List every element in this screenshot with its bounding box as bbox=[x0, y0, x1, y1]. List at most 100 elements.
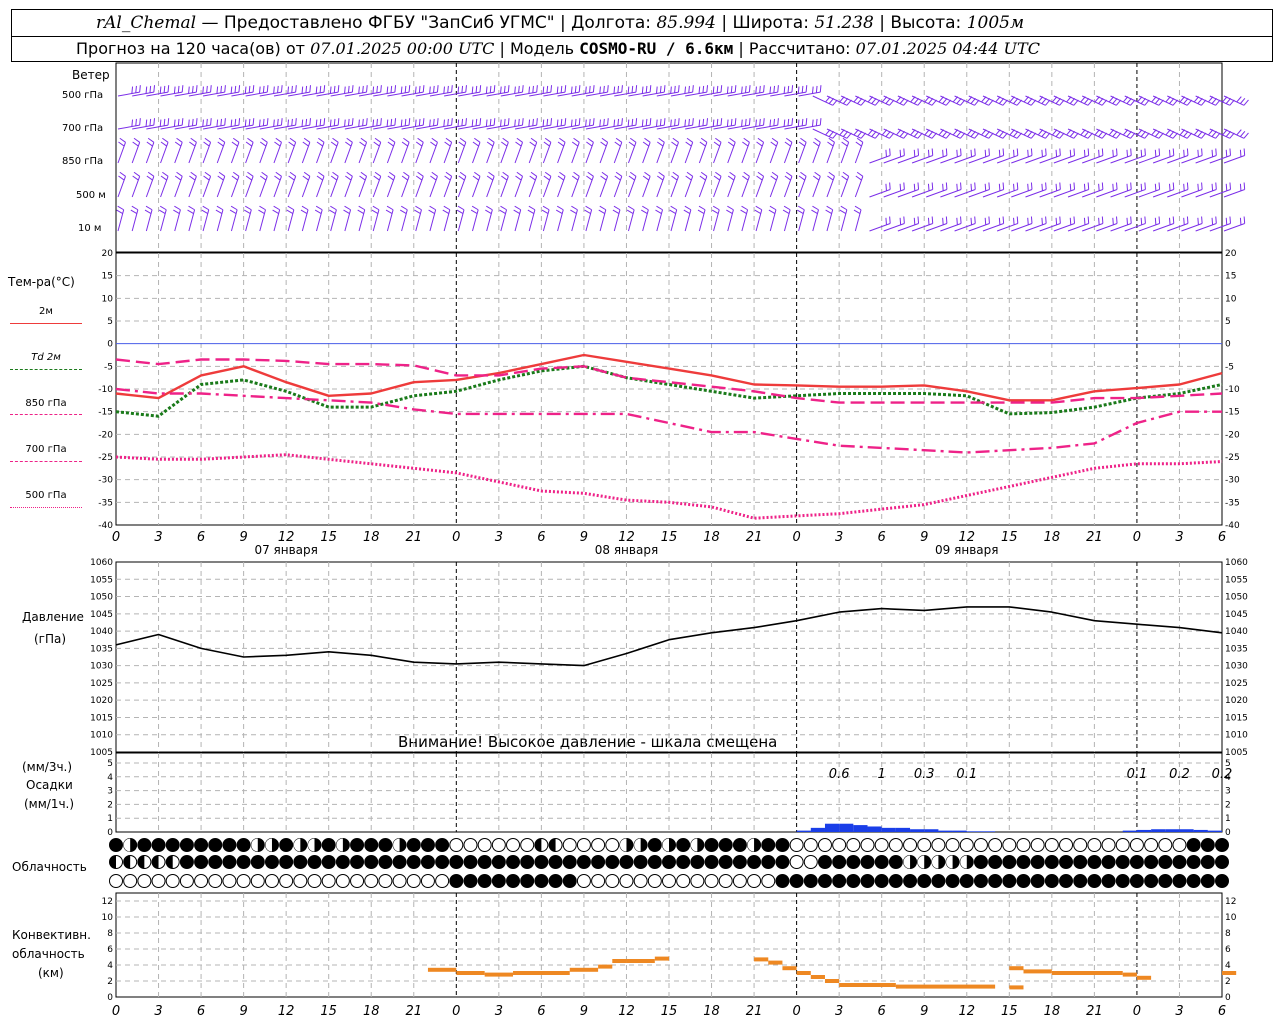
wind-barb-feather bbox=[203, 175, 210, 181]
cloud-circle bbox=[591, 838, 606, 852]
wind-barb-feather bbox=[408, 85, 411, 93]
wind-barb bbox=[528, 137, 538, 164]
wind-barb-feather bbox=[514, 119, 516, 127]
conv-segment bbox=[569, 967, 599, 972]
wind-barb-staff bbox=[854, 142, 864, 164]
cloud-circle bbox=[165, 838, 180, 852]
conv-segment bbox=[839, 983, 896, 987]
wind-barb bbox=[500, 137, 509, 164]
cloud-circle bbox=[335, 855, 350, 869]
wind-barb-feather bbox=[759, 118, 761, 126]
wind-barb bbox=[1167, 216, 1189, 232]
bottom-time-hour-label: 0 bbox=[1133, 1004, 1141, 1019]
wind-barb bbox=[1011, 182, 1033, 198]
wind-barb-feather bbox=[528, 205, 536, 211]
cloud-symbol bbox=[250, 838, 265, 852]
cloud-symbol bbox=[222, 838, 237, 852]
cloud-circle bbox=[435, 874, 450, 888]
wind-barb bbox=[486, 137, 495, 164]
cloud-circle bbox=[548, 855, 563, 869]
wind-barb-feather bbox=[699, 141, 706, 147]
alt-label: Высота: bbox=[890, 13, 962, 33]
cloud-circle bbox=[988, 838, 1003, 852]
cloud-symbol bbox=[775, 838, 790, 852]
wind-barb-staff bbox=[613, 142, 623, 164]
wind-barb-feather bbox=[913, 183, 916, 191]
cloud-symbol bbox=[591, 855, 606, 869]
wind-barb-staff bbox=[528, 176, 538, 198]
wind-barb-feather bbox=[401, 175, 409, 181]
pressure-tick-right: 1005 bbox=[1225, 748, 1248, 758]
bottom-time-hour-label: 3 bbox=[495, 1004, 503, 1019]
wind-barb-feather bbox=[224, 85, 226, 93]
cloud-symbol bbox=[534, 838, 549, 852]
wind-barb-feather bbox=[1243, 132, 1249, 139]
wind-barb-feather bbox=[302, 141, 309, 147]
wind-barb-feather bbox=[459, 171, 467, 177]
wind-barb-feather bbox=[544, 171, 552, 177]
wind-barb bbox=[132, 85, 156, 97]
precip-bar bbox=[1193, 829, 1208, 832]
wind-barb bbox=[812, 95, 838, 106]
cloud-symbol bbox=[888, 855, 903, 869]
cloud-symbol bbox=[1101, 874, 1116, 888]
wind-barb bbox=[1082, 182, 1104, 198]
wind-barb-feather bbox=[1016, 182, 1019, 190]
wind-barb-feather bbox=[153, 85, 156, 93]
wind-barb-feather bbox=[641, 209, 648, 215]
wind-barb-feather bbox=[390, 118, 393, 126]
wind-barb-feather bbox=[727, 175, 735, 181]
wind-barb-feather bbox=[272, 209, 279, 215]
wind-barb-feather bbox=[287, 205, 295, 211]
wind-barb bbox=[472, 118, 496, 130]
wind-barb-feather bbox=[132, 141, 139, 147]
precip-bar bbox=[938, 830, 953, 832]
cloud-symbol bbox=[1115, 855, 1130, 869]
wind-barb bbox=[1096, 148, 1118, 164]
wind-barb bbox=[358, 85, 382, 97]
wind-barb-feather bbox=[210, 85, 212, 93]
cloud-symbol bbox=[732, 838, 747, 852]
wind-barb-feather bbox=[744, 85, 747, 93]
cloud-symbol bbox=[548, 874, 563, 888]
cloud-circle bbox=[307, 855, 322, 869]
wind-barb-feather bbox=[501, 141, 508, 147]
wind-barb-feather bbox=[133, 171, 140, 177]
wind-barb-feather bbox=[740, 209, 747, 215]
cloud-circle bbox=[803, 874, 818, 888]
wind-barb bbox=[613, 137, 623, 164]
wind-barb-feather bbox=[404, 85, 407, 93]
wind-barb bbox=[585, 118, 609, 130]
wind-barb-feather bbox=[1225, 217, 1228, 225]
precip-unit1: (мм/1ч.) bbox=[24, 797, 75, 811]
wind-barb-feather bbox=[216, 205, 224, 211]
pressure-title: Давление bbox=[22, 610, 84, 624]
cloud-symbol bbox=[945, 838, 960, 852]
cloud-symbol bbox=[973, 874, 988, 888]
wind-barb-feather bbox=[360, 137, 367, 143]
wind-barb-feather bbox=[769, 119, 772, 127]
precip-bar bbox=[881, 827, 896, 832]
wind-barb bbox=[584, 205, 593, 232]
cloud-symbol bbox=[1016, 838, 1031, 852]
cloud-circle bbox=[350, 838, 365, 852]
lon-value: 85.994 bbox=[656, 13, 716, 33]
wind-barb bbox=[585, 171, 594, 198]
conv-segment bbox=[824, 979, 840, 983]
wind-barb-feather bbox=[541, 209, 549, 215]
cloud-symbol bbox=[619, 838, 634, 852]
cloud-symbol bbox=[846, 838, 861, 852]
cloud-symbol bbox=[647, 855, 662, 869]
wind-barb-feather bbox=[782, 209, 790, 215]
cloud-circle bbox=[732, 838, 747, 852]
conv-segment bbox=[654, 956, 669, 961]
conv-tick-left: 4 bbox=[107, 961, 113, 971]
wind-barb-staff bbox=[259, 176, 268, 198]
pressure-unit: (гПа) bbox=[34, 632, 67, 646]
pressure-tick-right: 1035 bbox=[1225, 644, 1248, 654]
wind-barb-feather bbox=[204, 137, 211, 143]
wind-barb bbox=[628, 85, 652, 97]
cloud-symbol bbox=[321, 838, 336, 852]
divider: | bbox=[559, 13, 572, 33]
wind-barb-feather bbox=[827, 141, 834, 147]
